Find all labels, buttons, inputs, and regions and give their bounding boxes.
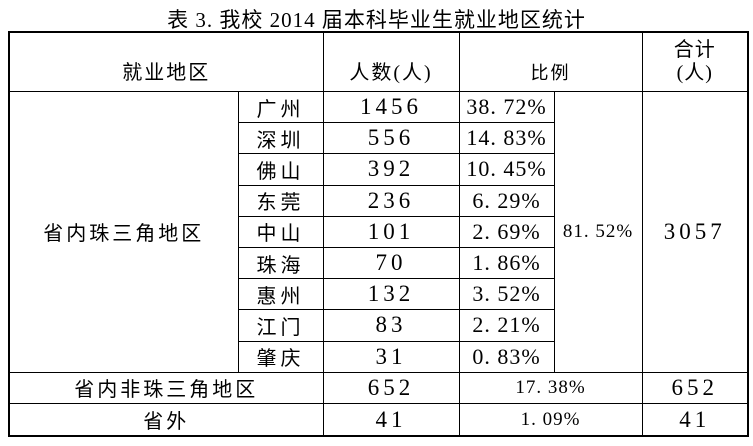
- header-region: 就业地区: [8, 31, 324, 92]
- table-row: 佛山 392 10. 45%: [9, 153, 748, 186]
- city-count: 556: [322, 122, 460, 155]
- city-ratio: 2. 21%: [458, 309, 555, 342]
- city-name: 东莞: [237, 184, 324, 217]
- row-total: 652: [641, 371, 749, 405]
- header-total-line1: 合计: [673, 39, 716, 61]
- header-total: 合计 (人): [641, 31, 749, 92]
- city-count: 236: [322, 184, 460, 217]
- city-count: 70: [322, 246, 460, 280]
- city-count: 1456: [322, 90, 460, 124]
- city-name: 肇庆: [237, 340, 324, 373]
- row-ratio: 17. 38%: [458, 371, 643, 405]
- city-name: 江门: [237, 309, 324, 342]
- city-ratio: 0. 83%: [458, 340, 555, 373]
- row-count: 41: [322, 403, 460, 437]
- city-ratio: 2. 69%: [458, 215, 555, 248]
- row-count: 652: [322, 371, 460, 405]
- header-count: 人数(人): [322, 31, 460, 92]
- city-count: 83: [322, 309, 460, 342]
- city-name: 广州: [237, 90, 324, 124]
- city-ratio: 38. 72%: [458, 90, 555, 124]
- city-name: 深圳: [237, 122, 324, 155]
- row-total: 41: [641, 403, 749, 437]
- header-row: 就业地区 人数(人) 比例 合计 (人): [8, 31, 749, 92]
- city-ratio: 10. 45%: [458, 153, 555, 186]
- table-row: 深圳 556 14. 83%: [9, 122, 748, 155]
- row-label: 省外: [8, 403, 324, 437]
- city-count: 101: [322, 215, 460, 248]
- table-row: 中山 101 2. 69%: [9, 215, 748, 248]
- city-name: 中山: [237, 215, 324, 248]
- city-count: 392: [322, 153, 460, 186]
- employment-region-table: 就业地区 人数(人) 比例 合计 (人) 省内珠三角地区 广州 1456 38.…: [8, 31, 749, 437]
- group-ratio-cell: 81. 52%: [553, 91, 643, 373]
- city-name: 珠海: [237, 246, 324, 280]
- table-row: 省内非珠三角地区 652 17. 38% 652: [8, 371, 749, 405]
- city-name: 惠州: [237, 278, 324, 311]
- city-count: 132: [322, 278, 460, 311]
- table-row: 省内珠三角地区 广州 1456 38. 72% 81. 52% 3057: [8, 90, 749, 373]
- row-label: 省内非珠三角地区: [8, 371, 324, 405]
- city-ratio: 14. 83%: [458, 122, 555, 155]
- table-title: 表 3. 我校 2014 届本科毕业生就业地区统计: [167, 8, 586, 32]
- header-ratio: 比例: [458, 31, 643, 92]
- city-name: 佛山: [237, 153, 324, 186]
- table-row: 江门 83 2. 21%: [9, 309, 748, 342]
- header-total-line2: (人): [676, 62, 713, 84]
- table-row: 省外 41 1. 09% 41: [8, 403, 749, 437]
- group-label-cell: 省内珠三角地区: [8, 91, 239, 373]
- row-ratio: 1. 09%: [458, 403, 643, 437]
- group-total-cell: 3057: [641, 91, 749, 373]
- table-row: 惠州 132 3. 52%: [9, 278, 748, 311]
- city-ratio: 3. 52%: [458, 278, 555, 311]
- city-ratio: 6. 29%: [458, 184, 555, 217]
- table-row: 东莞 236 6. 29%: [9, 184, 748, 217]
- table-row: 肇庆 31 0. 83%: [9, 340, 748, 373]
- city-ratio: 1. 86%: [458, 246, 555, 280]
- city-count: 31: [322, 340, 460, 373]
